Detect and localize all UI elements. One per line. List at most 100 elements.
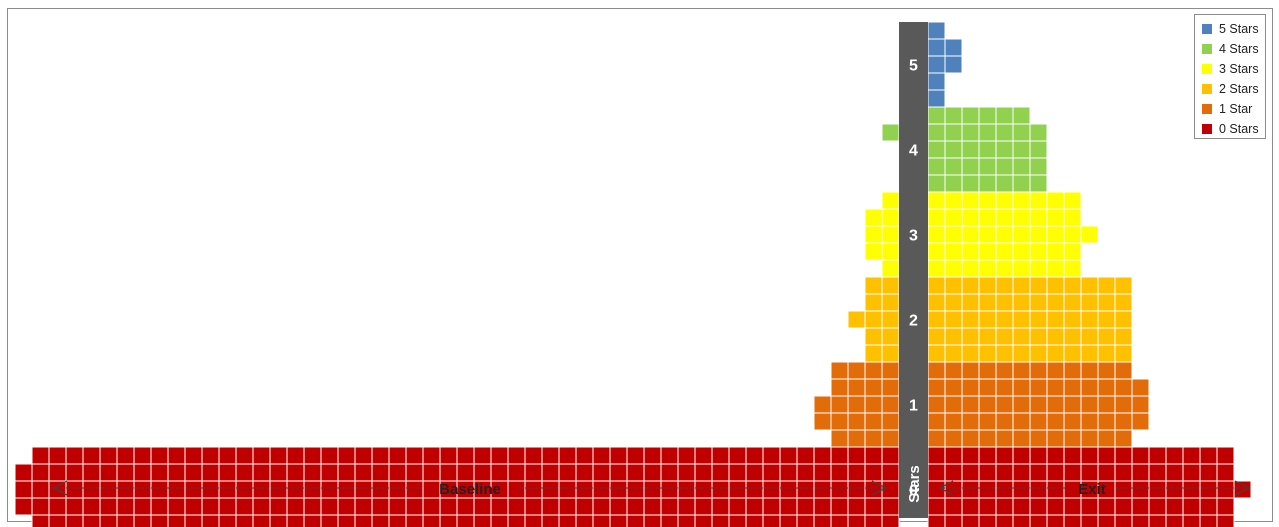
right-cell-1-stars (927, 429, 946, 448)
right-cell-4-stars (961, 157, 980, 176)
left-cell-0-stars (31, 463, 50, 482)
right-cell-2-stars (995, 293, 1014, 312)
left-cell-0-stars (643, 463, 662, 482)
left-cell-0-stars (643, 514, 662, 527)
left-cell-0-stars (116, 463, 135, 482)
right-cell-1-stars (1080, 395, 1099, 414)
left-cell-0-stars (286, 497, 305, 516)
left-cell-1-stars (847, 429, 866, 448)
baseline-label: Baseline (439, 481, 501, 498)
right-cell-0-stars (1165, 497, 1184, 516)
right-cell-0-stars (978, 514, 997, 527)
right-cell-3-stars (927, 242, 946, 261)
legend-label: 3 Stars (1219, 62, 1259, 76)
left-cell-1-stars (830, 361, 849, 380)
left-cell-0-stars (609, 497, 628, 516)
right-cell-0-stars (1131, 514, 1150, 527)
left-cell-0-stars (762, 480, 781, 499)
right-cell-2-stars (1063, 344, 1082, 363)
left-cell-0-stars (337, 497, 356, 516)
left-cell-0-stars (796, 446, 815, 465)
left-cell-0-stars (558, 446, 577, 465)
left-cell-2-stars (864, 293, 883, 312)
legend-swatch (1202, 24, 1212, 34)
left-cell-0-stars (99, 463, 118, 482)
right-cell-3-stars (944, 242, 963, 261)
right-cell-4-stars (927, 174, 946, 193)
right-cell-1-stars (1012, 429, 1031, 448)
right-cell-0-stars (1199, 497, 1218, 516)
left-cell-0-stars (575, 480, 594, 499)
left-cell-0-stars (694, 497, 713, 516)
left-cell-1-stars (830, 429, 849, 448)
right-cell-3-stars (1063, 225, 1082, 244)
left-cell-2-stars (881, 327, 900, 346)
left-cell-0-stars (524, 497, 543, 516)
right-cell-0-stars (1063, 497, 1082, 516)
left-cell-0-stars (711, 446, 730, 465)
left-cell-3-stars (881, 259, 900, 278)
right-cell-0-stars (1148, 497, 1167, 516)
right-cell-2-stars (1080, 344, 1099, 363)
left-cell-0-stars (541, 497, 560, 516)
right-cell-2-stars (1063, 276, 1082, 295)
right-cell-2-stars (927, 310, 946, 329)
left-cell-0-stars (405, 463, 424, 482)
legend-item: 2 Stars (1202, 79, 1265, 99)
right-cell-0-stars (1131, 463, 1150, 482)
left-cell-0-stars (507, 497, 526, 516)
left-cell-0-stars (303, 463, 322, 482)
left-cell-1-stars (847, 395, 866, 414)
right-cell-2-stars (1029, 344, 1048, 363)
right-cell-5-stars (927, 72, 946, 91)
left-cell-0-stars (881, 480, 900, 499)
right-cell-2-stars (1114, 310, 1133, 329)
left-cell-0-stars (235, 480, 254, 499)
right-cell-3-stars (978, 225, 997, 244)
right-cell-0-stars (1131, 446, 1150, 465)
right-cell-0-stars (1114, 480, 1133, 499)
left-cell-0-stars (252, 514, 271, 527)
left-cell-0-stars (813, 514, 832, 527)
left-cell-1-stars (864, 395, 883, 414)
left-cell-0-stars (626, 463, 645, 482)
left-cell-0-stars (218, 497, 237, 516)
right-cell-0-stars (1216, 446, 1235, 465)
left-cell-0-stars (711, 514, 730, 527)
right-cell-2-stars (1097, 310, 1116, 329)
right-cell-0-stars (927, 514, 946, 527)
right-cell-0-stars (1216, 497, 1235, 516)
right-cell-4-stars (927, 140, 946, 159)
left-cell-3-stars (881, 242, 900, 261)
right-cell-1-stars (961, 361, 980, 380)
right-cell-2-stars (961, 344, 980, 363)
right-cell-0-stars (1182, 463, 1201, 482)
left-cell-0-stars (558, 463, 577, 482)
right-cell-1-stars (1114, 429, 1133, 448)
left-cell-0-stars (422, 497, 441, 516)
right-cell-4-stars (1029, 123, 1048, 142)
stars-axis-bar (899, 22, 928, 518)
right-cell-3-stars (1029, 191, 1048, 210)
left-cell-0-stars (864, 480, 883, 499)
left-cell-0-stars (31, 446, 50, 465)
left-cell-0-stars (439, 463, 458, 482)
left-cell-0-stars (745, 497, 764, 516)
left-cell-0-stars (235, 463, 254, 482)
right-cell-3-stars (961, 242, 980, 261)
right-cell-1-stars (995, 378, 1014, 397)
right-cell-1-stars (978, 378, 997, 397)
right-cell-2-stars (1046, 310, 1065, 329)
right-cell-0-stars (1182, 480, 1201, 499)
right-cell-2-stars (1012, 293, 1031, 312)
left-cell-0-stars (320, 497, 339, 516)
right-cell-3-stars (1063, 191, 1082, 210)
left-cell-3-stars (881, 208, 900, 227)
right-cell-1-stars (1097, 378, 1116, 397)
right-cell-4-stars (1029, 157, 1048, 176)
left-cell-1-stars (881, 395, 900, 414)
right-cell-1-stars (1097, 361, 1116, 380)
right-cell-0-stars (1080, 446, 1099, 465)
right-cell-2-stars (1046, 344, 1065, 363)
left-cell-0-stars (337, 446, 356, 465)
